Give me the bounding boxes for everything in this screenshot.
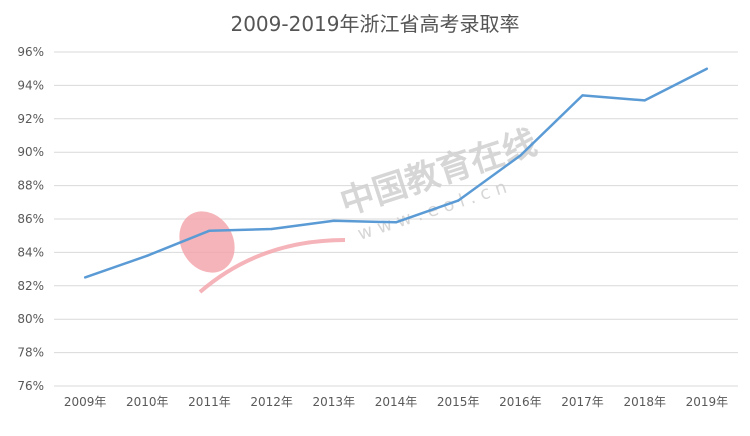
x-tick-label: 2012年 (250, 395, 293, 409)
x-axis-tick-labels: 2009年 2010年 2011年 2012年 2013年 2014年 2015年 2016年… (64, 395, 728, 409)
watermark-logo-swoosh (198, 238, 346, 294)
y-tick-label: 80% (17, 312, 44, 326)
data-point (270, 227, 273, 231)
chart-title: 2009-2019年浙江省高考录取率 (230, 12, 520, 36)
data-point (456, 199, 460, 202)
data-point (705, 67, 709, 70)
y-tick-label: 78% (17, 346, 44, 360)
x-tick-label: 2016年 (499, 395, 542, 409)
y-tick-label: 84% (17, 245, 44, 259)
data-point (643, 99, 646, 102)
gridlines (54, 51, 738, 387)
data-point (83, 276, 87, 279)
data-point (519, 154, 522, 157)
y-tick-label: 96% (17, 45, 44, 59)
eol-watermark: 中国教育在线 w w w . e o l . c n (179, 122, 542, 294)
x-tick-label: 2010年 (126, 395, 169, 409)
y-tick-label: 82% (17, 279, 44, 293)
x-tick-label: 2015年 (437, 395, 480, 409)
series-group (83, 67, 709, 279)
y-tick-label: 86% (17, 212, 44, 226)
y-axis-tick-labels: 76% 78% 80% 82% 84% 86% 88% 90% 92% 94% 96% (17, 45, 44, 393)
data-point (332, 219, 336, 222)
y-tick-label: 90% (17, 145, 44, 159)
y-tick-label: 92% (17, 112, 44, 126)
watermark-logo-shape (179, 211, 235, 273)
x-tick-label: 2018年 (623, 395, 666, 409)
x-tick-label: 2011年 (188, 395, 231, 409)
y-tick-label: 88% (17, 179, 44, 193)
data-point (581, 94, 584, 97)
y-tick-label: 76% (17, 379, 44, 393)
x-tick-label: 2019年 (686, 395, 729, 409)
x-tick-label: 2009年 (64, 395, 107, 409)
data-point (394, 221, 398, 224)
x-tick-label: 2017年 (561, 395, 604, 409)
x-tick-label: 2013年 (313, 395, 356, 409)
data-point (146, 254, 149, 257)
data-point (208, 229, 211, 232)
y-tick-label: 94% (17, 78, 44, 92)
x-tick-label: 2014年 (375, 395, 418, 409)
